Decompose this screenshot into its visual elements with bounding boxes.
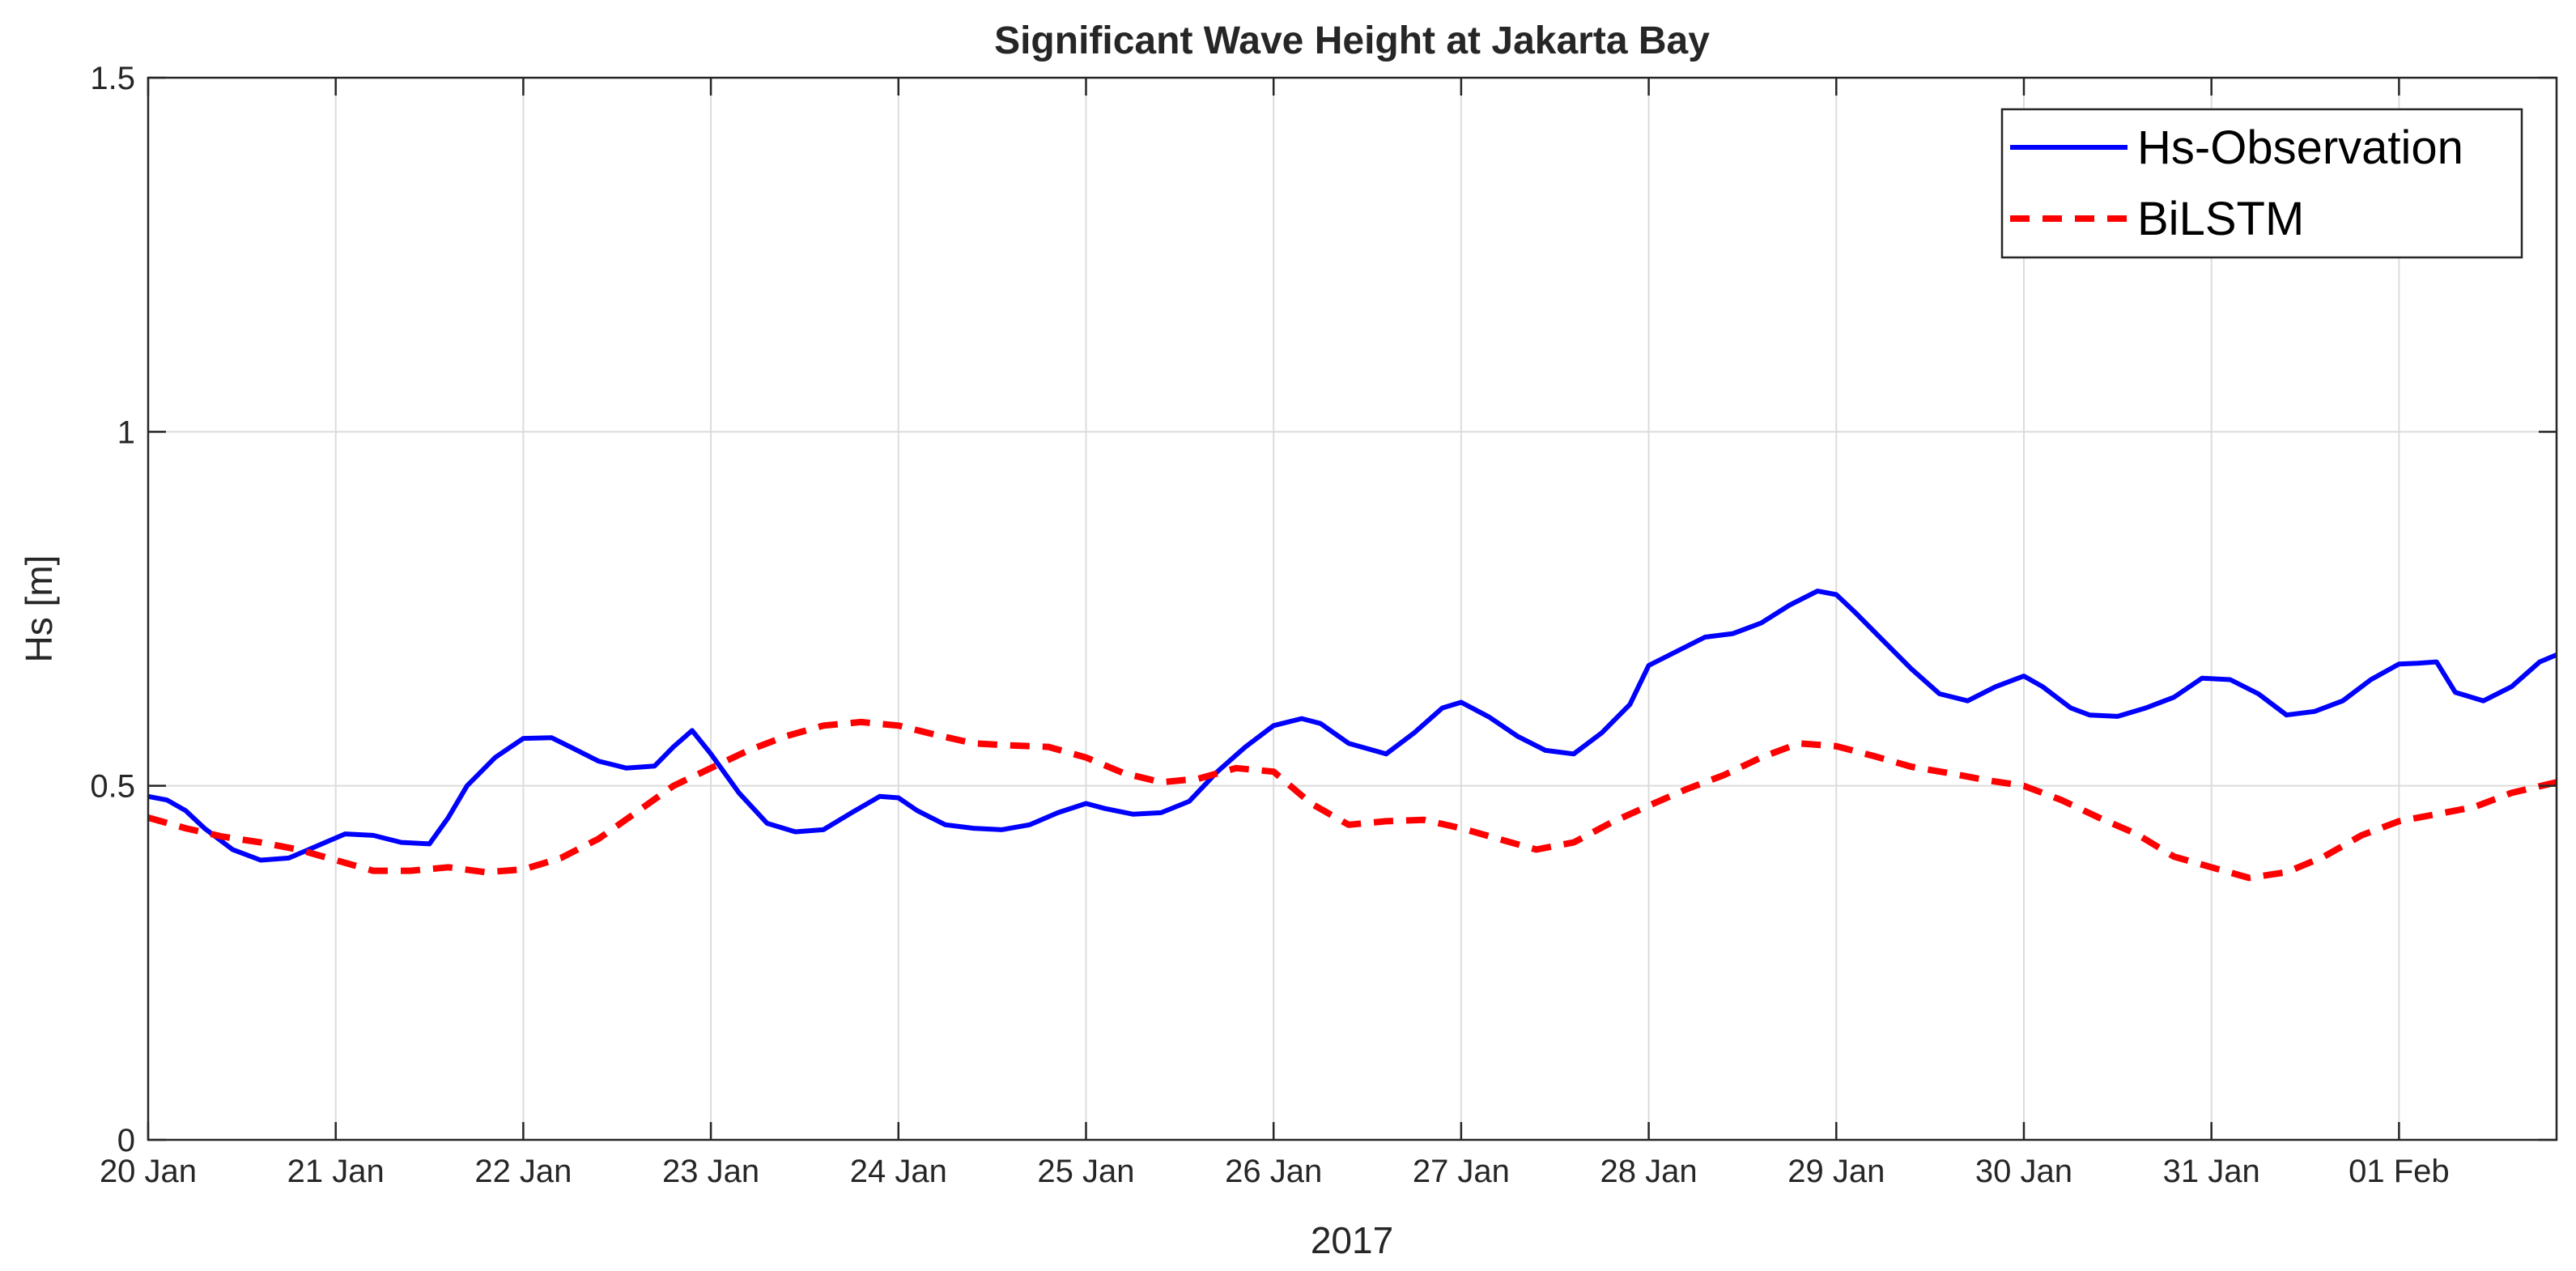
x-axis-label: 2017 [1311,1219,1393,1261]
series-line-hs-observation [147,589,2558,863]
x-tick-label: 22 Jan [474,1154,572,1189]
series-layer [147,589,2558,882]
y-tick-label: 1.5 [90,61,135,96]
legend-label-hs-observation: Hs-Observation [2137,121,2463,174]
chart-title: Significant Wave Height at Jakarta Bay [994,19,1710,62]
legend-label-bilstm: BiLSTM [2137,193,2304,245]
x-tick-label: 31 Jan [2163,1154,2260,1189]
grid-layer [148,78,2557,1140]
x-tick-label: 26 Jan [1225,1154,1322,1189]
x-tick-label: 28 Jan [1600,1154,1698,1189]
legend: Hs-Observation BiLSTM [2000,108,2523,259]
x-tick-label: 24 Jan [850,1154,947,1189]
x-tick-label: 20 Jan [100,1154,197,1189]
y-tick-label: 0 [117,1123,135,1158]
x-tick-label: 29 Jan [1787,1154,1885,1189]
series-line-bilstm [147,718,2557,882]
ticks-layer: 20 Jan 21 Jan 22 Jan 23 Jan 24 Jan 25 Jan 26 J… [90,61,2557,1189]
x-tick-label: 27 Jan [1413,1154,1510,1189]
y-tick-label: 1 [117,414,135,450]
y-axis-label: Hs [m] [18,555,60,663]
x-tick-label: 21 Jan [287,1154,385,1189]
plot-frame [147,76,2558,1141]
x-tick-label: 30 Jan [1975,1154,2072,1189]
x-tick-label: 01 Feb [2349,1154,2450,1189]
y-tick-label: 0.5 [90,769,135,805]
legend-box [2000,108,2523,259]
x-tick-label: 25 Jan [1037,1154,1134,1189]
x-tick-label: 23 Jan [662,1154,759,1189]
